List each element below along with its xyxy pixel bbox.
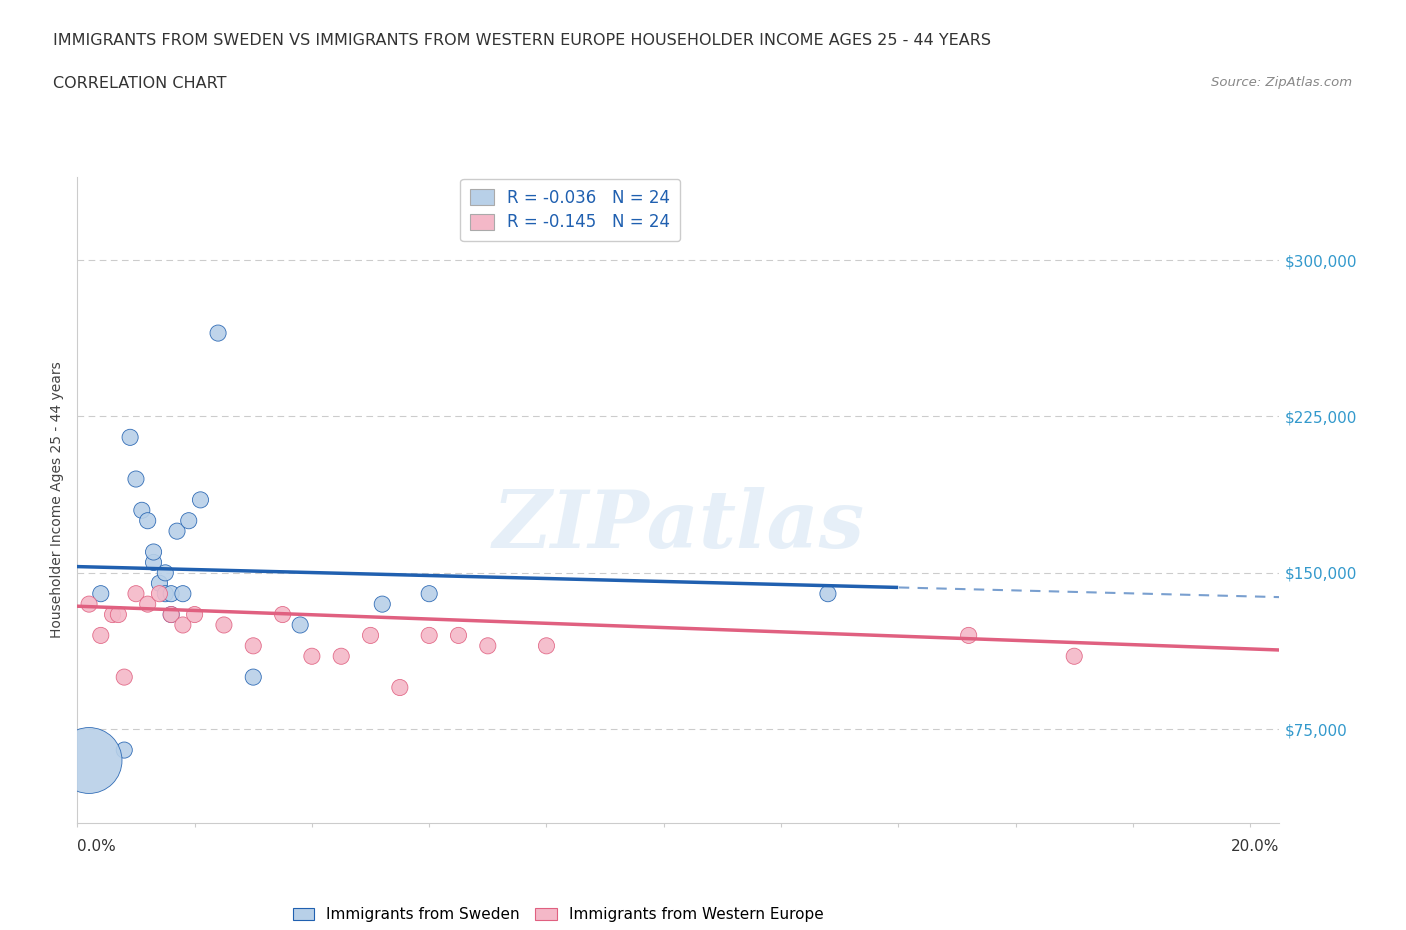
Point <box>172 586 194 601</box>
Point <box>131 503 153 518</box>
Point <box>447 628 470 643</box>
Y-axis label: Householder Income Ages 25 - 44 years: Householder Income Ages 25 - 44 years <box>51 362 65 638</box>
Point <box>155 586 177 601</box>
Point <box>107 607 129 622</box>
Point <box>120 430 142 445</box>
Point <box>101 607 124 622</box>
Point <box>360 628 382 643</box>
Point <box>388 680 411 695</box>
Point <box>418 628 440 643</box>
Point <box>90 586 112 601</box>
Point <box>77 753 100 768</box>
Point <box>288 618 311 632</box>
Point <box>155 565 177 580</box>
Point <box>242 638 264 653</box>
Point <box>212 618 235 632</box>
Point <box>957 628 980 643</box>
Point <box>371 597 394 612</box>
Point <box>817 586 839 601</box>
Point <box>136 597 159 612</box>
Point <box>112 743 135 758</box>
Point <box>142 545 165 560</box>
Point <box>477 638 499 653</box>
Point <box>160 607 183 622</box>
Point <box>160 607 183 622</box>
Point <box>112 670 135 684</box>
Point <box>148 576 170 591</box>
Point <box>207 326 229 340</box>
Point <box>166 524 188 538</box>
Text: CORRELATION CHART: CORRELATION CHART <box>53 76 226 91</box>
Text: 0.0%: 0.0% <box>77 839 117 854</box>
Point <box>172 618 194 632</box>
Text: IMMIGRANTS FROM SWEDEN VS IMMIGRANTS FROM WESTERN EUROPE HOUSEHOLDER INCOME AGES: IMMIGRANTS FROM SWEDEN VS IMMIGRANTS FRO… <box>53 33 991 47</box>
Point <box>271 607 294 622</box>
Point <box>90 628 112 643</box>
Point <box>125 586 148 601</box>
Point <box>536 638 558 653</box>
Point <box>183 607 205 622</box>
Point <box>418 586 440 601</box>
Point <box>136 513 159 528</box>
Point <box>301 649 323 664</box>
Point <box>330 649 353 664</box>
Text: 20.0%: 20.0% <box>1232 839 1279 854</box>
Point <box>190 493 212 508</box>
Legend: R = -0.036   N = 24, R = -0.145   N = 24: R = -0.036 N = 24, R = -0.145 N = 24 <box>460 179 681 241</box>
Point <box>148 586 170 601</box>
Text: ZIPatlas: ZIPatlas <box>492 487 865 565</box>
Text: Source: ZipAtlas.com: Source: ZipAtlas.com <box>1212 76 1353 89</box>
Point <box>142 555 165 570</box>
Point <box>1063 649 1085 664</box>
Point <box>177 513 200 528</box>
Point <box>77 597 100 612</box>
Point <box>242 670 264 684</box>
Point <box>125 472 148 486</box>
Point <box>160 586 183 601</box>
